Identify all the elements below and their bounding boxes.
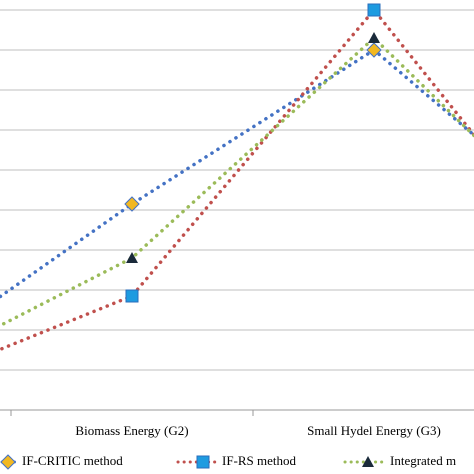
legend-label: IF-RS method — [222, 453, 297, 468]
x-tick-label: Small Hydel Energy (G3) — [307, 423, 441, 438]
marker — [126, 252, 138, 263]
legend-label: IF-CRITIC method — [22, 453, 123, 468]
marker — [0, 454, 16, 470]
series-line — [0, 47, 474, 299]
marker — [366, 42, 382, 58]
series-line — [0, 7, 474, 352]
series-line — [0, 35, 474, 328]
marker — [368, 32, 380, 43]
x-tick-label: Biomass Energy (G2) — [75, 423, 188, 438]
marker — [125, 289, 139, 303]
legend-label: Integrated m — [390, 453, 456, 468]
marker — [124, 196, 140, 212]
marker — [362, 456, 374, 467]
marker — [367, 3, 381, 17]
marker — [196, 455, 210, 469]
